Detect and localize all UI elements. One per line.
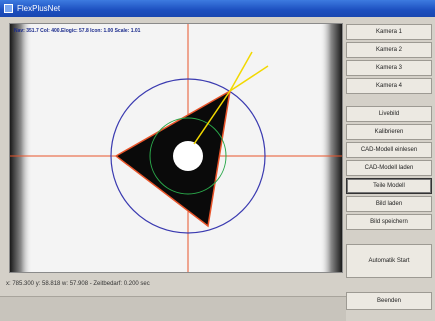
status-line: x: 785.300 y: 58.818 w: 57.908 - Zeitbed…	[6, 278, 342, 290]
app-icon	[4, 4, 13, 13]
cad-model-open-button[interactable]: CAD-Modell laden	[346, 160, 432, 176]
center-hole	[173, 141, 203, 171]
bild-laden-button[interactable]: Bild laden	[346, 196, 432, 212]
bottom-strip	[0, 296, 346, 321]
kamera-2-button[interactable]: Kamera 2	[346, 42, 432, 58]
camera-image	[10, 24, 342, 272]
measurement-readout: Nav: 351.7 Col: 400.Elogic: 57.8 Icon: 1…	[14, 28, 140, 34]
kamera-1-button[interactable]: Kamera 1	[346, 24, 432, 40]
kamera-3-button[interactable]: Kamera 3	[346, 60, 432, 76]
title-bar: FlexPlusNet	[0, 0, 435, 17]
beenden-button[interactable]: Beenden	[346, 292, 432, 310]
kamera-4-button[interactable]: Kamera 4	[346, 78, 432, 94]
window-title: FlexPlusNet	[17, 0, 60, 17]
automatik-start-button[interactable]: Automatik Start	[346, 244, 432, 278]
teile-modell-button[interactable]: Teile Modell	[346, 178, 432, 194]
kalibrieren-button[interactable]: Kalibrieren	[346, 124, 432, 140]
bild-speichern-button[interactable]: Bild speichern	[346, 214, 432, 230]
camera-viewport[interactable]: Nav: 351.7 Col: 400.Elogic: 57.8 Icon: 1…	[9, 23, 343, 273]
livebild-button[interactable]: Livebild	[346, 106, 432, 122]
image-edge-left	[10, 24, 32, 272]
cad-model-load-button[interactable]: CAD-Modell einlesen	[346, 142, 432, 158]
image-edge-right	[320, 24, 342, 272]
